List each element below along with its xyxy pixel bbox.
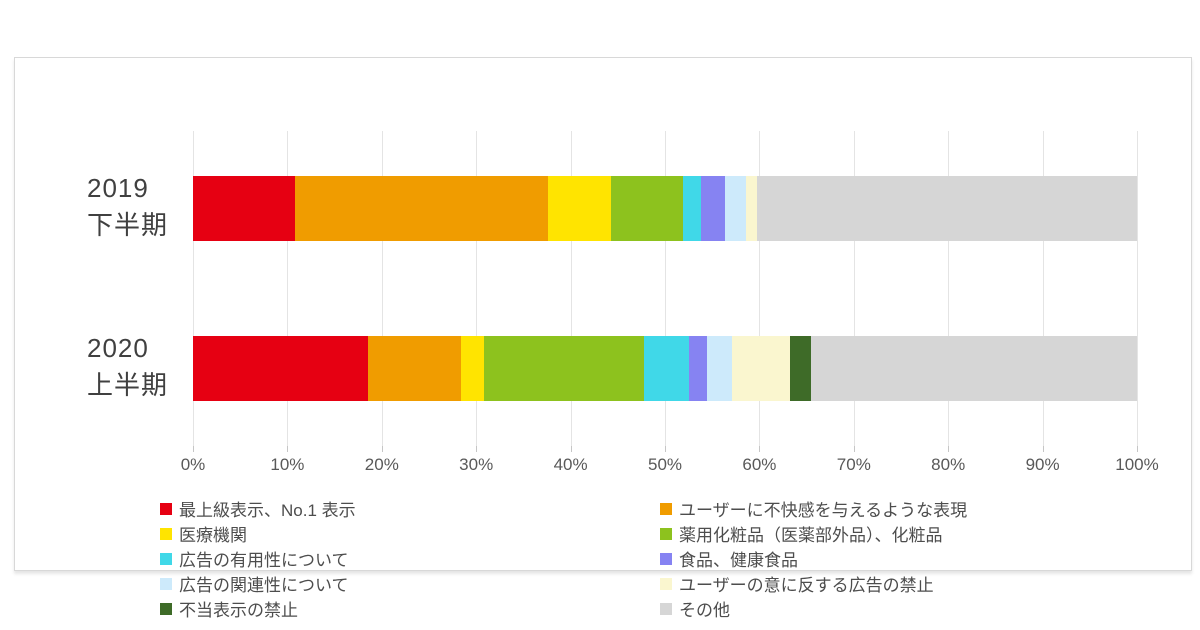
plot-area	[193, 131, 1138, 452]
legend-item: 不当表示の禁止	[160, 596, 660, 621]
legend-item: 広告の有用性について	[160, 546, 660, 571]
axis-tick-label: 90%	[1025, 455, 1060, 474]
bar-segment	[707, 336, 732, 401]
legend-swatch-icon	[160, 527, 172, 540]
legend-item: ユーザーに不快感を与えるような表現	[660, 496, 1160, 521]
axis-tick-label: 20%	[364, 455, 399, 474]
bar-segment	[193, 336, 368, 401]
legend-label: 薬用化粧品（医薬部外品）、化粧品	[679, 526, 943, 545]
axis-tick-mark	[193, 446, 194, 452]
gridline	[1137, 131, 1138, 446]
x-axis: 0% 10% 20% 30% 40% 50% 60% 70% 80% 90% 100%	[181, 455, 1159, 479]
gridline	[476, 131, 478, 446]
bar-segment	[461, 336, 484, 401]
legend-label: 広告の関連性について	[179, 576, 349, 595]
legend-swatch-icon	[660, 502, 672, 515]
bar-segment	[700, 176, 726, 241]
gridline	[948, 131, 950, 446]
gridline	[853, 131, 855, 446]
legend-item: 最上級表示、No.1 表示	[160, 496, 660, 521]
bar-segment	[483, 336, 645, 401]
bar-segment	[611, 176, 683, 241]
legend-swatch-icon	[660, 577, 672, 590]
axis-tick-label: 40%	[553, 455, 588, 474]
category-label-line: 2020	[87, 333, 149, 363]
bar-segment	[689, 336, 708, 401]
category-label-line: 下半期	[87, 210, 169, 240]
bar-segment	[294, 176, 548, 241]
gridline	[759, 131, 761, 446]
category-label-2020: 2020 上半期	[87, 330, 197, 404]
axis-tick-label: 80%	[931, 455, 966, 474]
legend-swatch-icon	[160, 602, 172, 615]
gridline	[570, 131, 572, 446]
gridline	[1042, 131, 1044, 446]
legend-swatch-icon	[660, 527, 672, 540]
legend-swatch-icon	[660, 602, 672, 615]
bar-segment	[193, 176, 295, 241]
category-label-2019: 2019 下半期	[87, 170, 197, 244]
gridline	[381, 131, 383, 446]
axis-tick-label: 60%	[742, 455, 777, 474]
axis-tick-label: 10%	[270, 455, 305, 474]
legend-item: 薬用化粧品（医薬部外品）、化粧品	[660, 521, 1160, 546]
axis-tick-mark	[948, 446, 950, 452]
axis-tick-label: 70%	[836, 455, 871, 474]
legend-label: 食品、健康食品	[679, 551, 798, 570]
axis-tick-mark	[853, 446, 855, 452]
axis-tick-mark	[1137, 446, 1138, 452]
bar-segment	[547, 176, 612, 241]
gridline	[193, 131, 194, 446]
bar-segment	[746, 176, 758, 241]
axis-tick-mark	[476, 446, 478, 452]
legend-label: その他	[679, 601, 730, 620]
category-label-line: 上半期	[87, 370, 169, 400]
legend-label: 不当表示の禁止	[179, 601, 298, 620]
axis-tick-mark	[287, 446, 289, 452]
legend-label: ユーザーの意に反する広告の禁止	[679, 576, 934, 595]
bar-segment	[644, 336, 690, 401]
axis-tick-mark	[570, 446, 572, 452]
axis-tick-mark	[381, 446, 383, 452]
bar-segment	[682, 176, 701, 241]
legend-swatch-icon	[660, 552, 672, 565]
bar-2020-first-half	[193, 336, 1137, 401]
gridline	[287, 131, 289, 446]
bar-segment	[731, 336, 791, 401]
legend: 最上級表示、No.1 表示 ユーザーに不快感を与えるような表現医療機関 薬用化粧品（…	[160, 496, 1160, 621]
legend-item: 医療機関	[160, 521, 660, 546]
bar-segment	[757, 176, 1137, 241]
axis-tick-label: 30%	[459, 455, 494, 474]
gridline	[665, 131, 666, 446]
axis-tick-mark	[665, 446, 666, 452]
legend-item: 食品、健康食品	[660, 546, 1160, 571]
bar-segment	[811, 336, 1137, 401]
axis-tick-mark	[1042, 446, 1044, 452]
legend-label: ユーザーに不快感を与えるような表現	[679, 501, 968, 520]
bar-segment	[725, 176, 747, 241]
legend-label: 医療機関	[179, 526, 247, 545]
axis-tick-mark	[759, 446, 761, 452]
legend-item: 広告の関連性について	[160, 571, 660, 596]
axis-tick-label: 0%	[180, 455, 206, 474]
bar-segment	[367, 336, 462, 401]
legend-label: 広告の有用性について	[179, 551, 349, 570]
legend-swatch-icon	[160, 577, 172, 590]
axis-tick-label: 50%	[647, 455, 683, 474]
axis-tick-label: 100%	[1115, 455, 1159, 474]
legend-label: 最上級表示、No.1 表示	[179, 501, 356, 520]
legend-swatch-icon	[160, 502, 172, 515]
legend-swatch-icon	[160, 552, 172, 565]
chart-card: 2019 下半期 2020 上半期 0% 10% 20% 30% 40% 50% 60% 70…	[14, 57, 1192, 620]
bar-segment	[790, 336, 812, 401]
legend-item: ユーザーの意に反する広告の禁止	[660, 571, 1160, 596]
legend-item: その他	[660, 596, 1160, 621]
bar-2019-second-half	[193, 176, 1137, 241]
category-label-line: 2019	[87, 173, 149, 203]
